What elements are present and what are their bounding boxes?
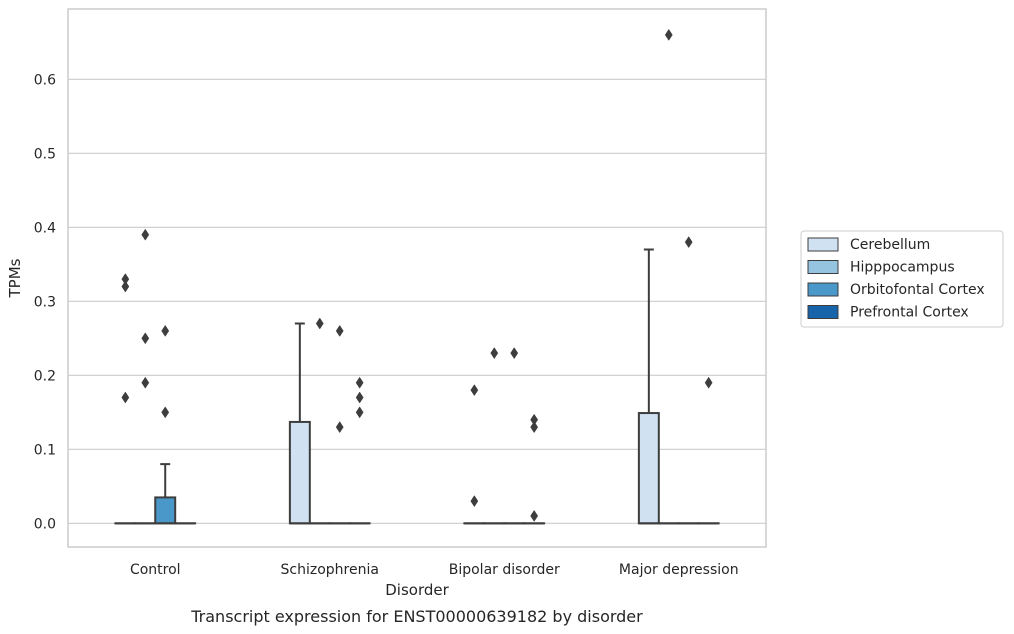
- plot-frame: [67, 8, 767, 548]
- box-orbitofontal-cortex: [154, 463, 177, 525]
- y-tick-label: 0.0: [34, 516, 56, 532]
- y-tick-labels: 0.0 0.1 0.2 0.3 0.4 0.5 0.6: [34, 72, 56, 532]
- legend-swatch: [807, 260, 839, 274]
- x-tick-label: Schizophrenia: [281, 562, 379, 578]
- y-tick-label: 0.3: [34, 294, 56, 310]
- outlier-point: [121, 391, 130, 404]
- legend-item: Orbitofontal Cortex: [807, 282, 985, 298]
- outlier-point: [141, 332, 150, 345]
- outlier-point: [530, 509, 539, 522]
- y-tick-label: 0.5: [34, 146, 56, 162]
- outlier-point: [530, 421, 539, 434]
- legend-label: Cerebellum: [850, 237, 930, 253]
- outlier-point: [470, 495, 479, 508]
- outlier-point: [470, 384, 479, 397]
- legend-items: Cerebellum Hipppocampus Orbitofontal Corte…: [807, 237, 985, 321]
- legend-item: Prefrontal Cortex: [807, 305, 969, 321]
- box-rect: [288, 420, 311, 525]
- outlier-point: [161, 324, 170, 337]
- y-tick-label: 0.1: [34, 442, 56, 458]
- legend-label: Orbitofontal Cortex: [850, 282, 985, 298]
- outlier-point: [335, 324, 344, 337]
- legend-item: Cerebellum: [807, 237, 930, 253]
- box-cerebellum: [637, 248, 660, 525]
- outlier-point: [121, 280, 130, 293]
- outlier-point: [530, 413, 539, 426]
- outlier-point: [510, 347, 519, 360]
- outlier-point: [355, 406, 364, 419]
- box-rect: [154, 496, 177, 525]
- x-tick-label: Control: [130, 562, 181, 578]
- legend-label: Prefrontal Cortex: [850, 305, 969, 321]
- outlier-point: [355, 376, 364, 389]
- x-axis-title: Disorder: [385, 581, 449, 599]
- outlier-point: [161, 406, 170, 419]
- grid-lines: [68, 78, 766, 524]
- x-tick-labels: Control Schizophrenia Bipolar disorder Majo…: [130, 562, 739, 578]
- legend-swatch: [807, 282, 839, 297]
- legend-swatch: [807, 305, 839, 319]
- outlier-point: [315, 317, 324, 330]
- outlier-point: [141, 376, 150, 389]
- outlier-points: [121, 28, 713, 522]
- box-plots: [114, 248, 720, 525]
- box-cerebellum: [288, 322, 311, 525]
- outlier-point: [121, 273, 130, 286]
- y-tick-label: 0.6: [34, 72, 56, 88]
- y-tick-label: 0.4: [34, 220, 56, 236]
- y-axis-title: TPMs: [6, 258, 24, 298]
- x-tick-label: Bipolar disorder: [449, 562, 560, 578]
- outlier-point: [355, 391, 364, 404]
- legend: Cerebellum Hipppocampus Orbitofontal Corte…: [800, 230, 1004, 328]
- box-rect: [637, 412, 660, 525]
- outlier-point: [704, 376, 713, 389]
- y-tick-label: 0.2: [34, 368, 56, 384]
- chart-caption: Transcript expression for ENST0000063918…: [190, 607, 643, 626]
- legend-label: Hipppocampus: [850, 260, 955, 276]
- outlier-point: [490, 347, 499, 360]
- outlier-point: [141, 228, 150, 241]
- legend-swatch: [807, 237, 839, 252]
- x-tick-label: Major depression: [619, 562, 739, 578]
- legend-frame: [800, 230, 1004, 328]
- outlier-point: [335, 421, 344, 434]
- outlier-point: [664, 28, 673, 41]
- legend-item: Hipppocampus: [807, 260, 955, 276]
- outlier-point: [684, 236, 693, 249]
